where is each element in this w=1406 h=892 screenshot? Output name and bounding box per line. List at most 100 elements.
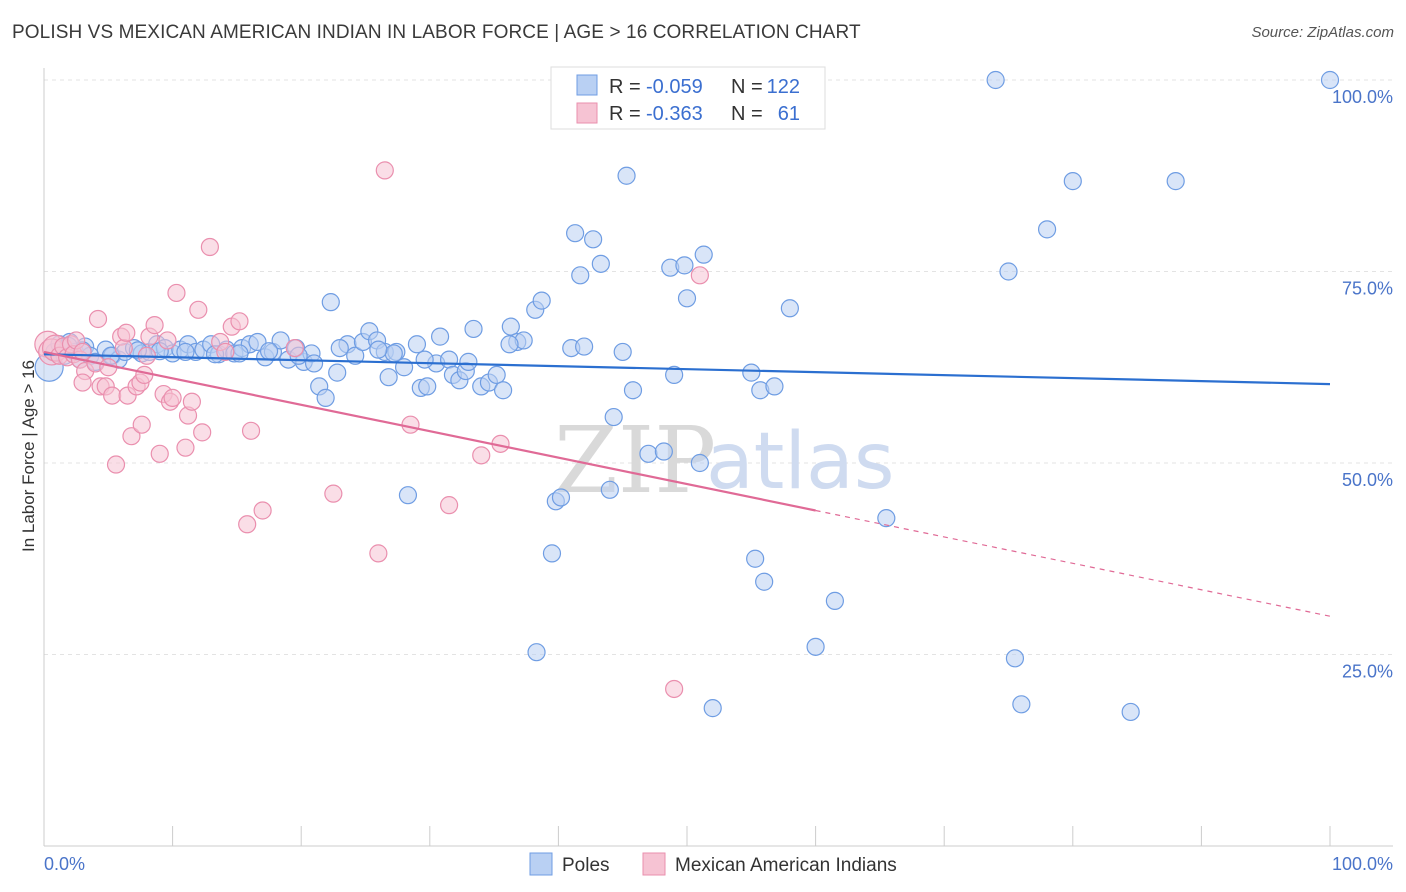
poles-point (677, 289, 697, 308)
mexican-american-indians-point (230, 312, 249, 331)
poles-point (407, 335, 427, 354)
legend-swatch-mexican (576, 102, 598, 124)
poles-point (613, 342, 632, 362)
poles-point (999, 262, 1018, 281)
legend-r-value-1: -0.059 (646, 76, 703, 98)
trend-lines (43, 350, 1331, 617)
legend-r-label-1: R = (609, 76, 641, 98)
poles-point (487, 365, 506, 385)
poles-point (328, 363, 347, 382)
poles-point (703, 699, 722, 718)
poles-point (986, 70, 1005, 90)
y-axis-title: In Labor Force | Age > 16 (19, 360, 38, 552)
poles-point (746, 549, 765, 568)
poles-point (1166, 172, 1185, 191)
y-tick-label: 75.0% (1342, 279, 1393, 299)
mexican-american-indians-point (189, 300, 208, 319)
poles-point (604, 407, 623, 427)
poles-point (639, 444, 658, 463)
poles-point (527, 643, 546, 662)
poles-point (532, 291, 551, 310)
poles-point (566, 224, 585, 243)
poles-point (780, 299, 799, 318)
mexican-american-indians-point (122, 427, 141, 446)
mexican-american-indians-point (200, 237, 219, 257)
mexican-american-indians-point (106, 455, 126, 474)
x-tick-label-min: 0.0% (44, 854, 85, 874)
mexican-american-indians-point (117, 323, 136, 342)
poles-point (369, 340, 388, 359)
poles-point (1037, 220, 1057, 239)
mexican-american-indians-point (103, 386, 122, 405)
poles-point (665, 365, 684, 385)
bottom-legend-mexican: Mexican American Indians (675, 855, 897, 876)
axes (43, 68, 1393, 847)
poles-point (304, 354, 324, 373)
poles-point (571, 266, 590, 285)
mexican-trend-line-extrapolated (815, 509, 1331, 617)
poles-point (694, 245, 713, 264)
legend-r-value-2: -0.363 (646, 103, 703, 125)
legend-r-label-2: R = (609, 103, 641, 125)
poles-point (379, 368, 398, 387)
bottom-legend-swatch-mexican (642, 852, 666, 876)
bottom-legend-poles: Poles (562, 855, 610, 876)
poles-points (34, 70, 1340, 722)
poles-point (654, 442, 673, 461)
poles-point (600, 480, 619, 499)
poles-point (1121, 702, 1140, 722)
y-tick-labels: 25.0% 50.0% 75.0% 100.0% (1332, 87, 1393, 682)
watermark-atlas: atlas (706, 417, 895, 507)
poles-point (806, 637, 825, 656)
poles-point (259, 342, 279, 361)
poles-point (464, 319, 483, 339)
poles-point (1063, 172, 1082, 191)
y-tick-label: 50.0% (1342, 470, 1393, 490)
bottom-legend-swatch-poles (529, 852, 553, 876)
mexican-american-indians-point (253, 501, 272, 520)
mexican-american-indians-point (158, 331, 177, 350)
poles-point (825, 591, 844, 610)
poles-point (439, 350, 459, 369)
poles-point (1012, 695, 1031, 714)
mexican-american-indians-point (167, 283, 186, 303)
x-ticks (43, 826, 1331, 846)
poles-point (575, 337, 594, 356)
poles-point (330, 339, 349, 358)
poles-point (501, 317, 520, 336)
series-legend: Poles Mexican American Indians (529, 852, 897, 876)
legend-swatch-poles (576, 74, 598, 96)
legend-n-value-2: 61 (778, 103, 800, 125)
gridlines (44, 79, 1393, 655)
poles-point (346, 346, 365, 365)
mexican-american-indians-point (73, 373, 92, 392)
mexican-american-indians-point (690, 266, 709, 285)
mexican-american-indians-point (132, 415, 151, 434)
mexican-american-indians-point (182, 392, 201, 411)
mexican-american-indians-point (150, 444, 169, 463)
poles-point (1320, 70, 1340, 90)
mexican-american-indians-point (114, 339, 133, 358)
mexican-trend-line (43, 350, 816, 512)
watermark: ZIP atlas (554, 407, 895, 514)
poles-point (418, 377, 437, 396)
mexican-american-indians-point (439, 496, 459, 515)
poles-point (459, 352, 478, 371)
poles-point (398, 486, 418, 505)
poles-point (623, 381, 643, 400)
mexican-american-indians-point (238, 515, 257, 534)
poles-point (494, 381, 513, 400)
poles-point (415, 350, 434, 369)
mexican-american-indians-point (163, 388, 182, 407)
poles-point (271, 331, 290, 350)
mexican-american-indians-point (193, 423, 212, 442)
y-tick-label: 100.0% (1332, 87, 1393, 107)
poles-point (755, 572, 774, 591)
legend-n-label-2: N = (731, 103, 763, 125)
mexican-american-indians-point (285, 339, 304, 358)
mexican-american-indians-point (176, 438, 195, 457)
x-tick-label-max: 100.0% (1332, 854, 1393, 874)
mexican-american-indians-point (665, 679, 684, 699)
mexican-american-indians-point (401, 415, 420, 434)
